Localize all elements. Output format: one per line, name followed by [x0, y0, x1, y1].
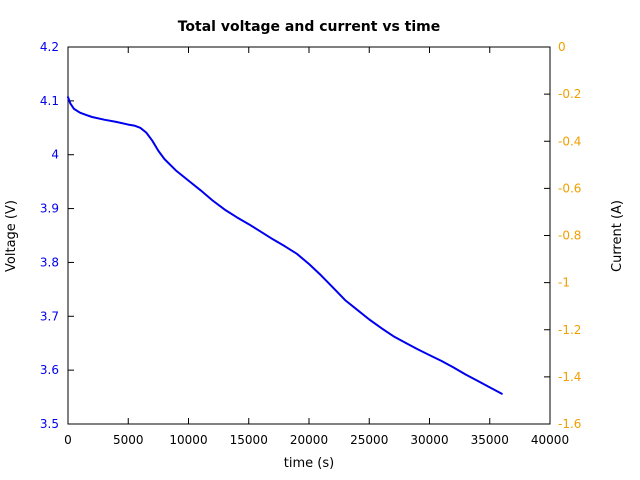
axis-ticks	[67, 46, 551, 425]
y2-tick-label: -1.6	[558, 417, 581, 431]
y-tick-label: 4.1	[40, 94, 59, 108]
y-tick-label: 3.5	[40, 417, 59, 431]
y2-tick-label: -0.2	[558, 87, 581, 101]
x-tick-label: 35000	[471, 433, 509, 447]
data-series	[67, 96, 503, 395]
y-tick-label: 3.8	[40, 255, 59, 269]
y2-tick-label: 0	[558, 40, 566, 54]
y2-tick-label: -1.4	[558, 370, 581, 384]
x-tick-label: 0	[64, 433, 72, 447]
series-line-total-voltage	[67, 96, 503, 395]
x-tick-label: 5000	[113, 433, 144, 447]
y2-tick-label: -0.4	[558, 134, 581, 148]
y2-axis-label: Current (A)	[610, 200, 625, 272]
y2-tick-label: -0.6	[558, 181, 581, 195]
y-tick-label: 4.2	[40, 40, 59, 54]
x-tick-label: 30000	[410, 433, 448, 447]
y-tick-label: 4	[51, 148, 59, 162]
chart-title: Total voltage and current vs time	[178, 19, 441, 35]
y2-tick-label: -1	[558, 276, 570, 290]
x-tick-label: 25000	[350, 433, 388, 447]
y-tick-label: 3.6	[40, 363, 59, 377]
y-tick-label: 3.7	[40, 309, 59, 323]
y-axis-label: Voltage (V)	[4, 200, 19, 272]
x-tick-label: 40000	[531, 433, 569, 447]
x-axis-label: time (s)	[284, 456, 334, 471]
y2-tick-label: -0.8	[558, 229, 581, 243]
x-tick-label: 20000	[290, 433, 328, 447]
y-tick-label: 3.9	[40, 202, 59, 216]
x-tick-label: 10000	[169, 433, 207, 447]
x-tick-label: 15000	[230, 433, 268, 447]
axis-tick-labels: 0 5000 10000 15000 20000 25000 30000 35000 40000…	[40, 40, 582, 447]
y2-tick-label: -1.2	[558, 323, 581, 337]
